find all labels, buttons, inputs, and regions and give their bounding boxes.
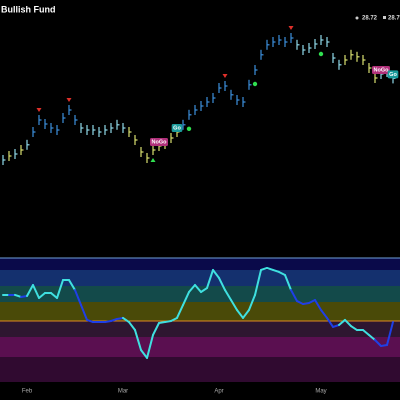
oscillator-segment — [308, 299, 316, 305]
oscillator-segment — [374, 339, 382, 347]
oscillator-segment — [338, 318, 346, 326]
band — [0, 302, 400, 321]
x-tick-label: Feb — [22, 389, 33, 395]
oscillator-segment — [80, 304, 88, 321]
oscillator-segment — [122, 316, 130, 324]
header-value: 28.72 — [362, 16, 378, 22]
oscillator-segment — [212, 268, 220, 279]
band — [0, 270, 400, 286]
annotation: NoGo — [150, 138, 168, 146]
annotation-label: NoGo — [374, 67, 390, 73]
oscillator-segment — [170, 316, 178, 322]
oscillator-segment — [200, 287, 208, 294]
oscillator-segment — [38, 291, 46, 300]
x-tick-label: Mar — [118, 389, 128, 395]
oscillator-segment — [14, 293, 22, 298]
oscillator-segment — [152, 321, 160, 336]
band — [0, 286, 400, 302]
annotation-box — [150, 138, 168, 146]
oscillator-segment — [230, 299, 238, 311]
oscillator-segment — [278, 270, 286, 277]
oscillator-segment — [140, 348, 148, 359]
go-dot — [318, 51, 324, 57]
oscillator-bands — [0, 258, 400, 382]
oscillator-segment — [284, 274, 292, 292]
up-triangle — [150, 158, 156, 162]
oscillator-segment — [206, 268, 214, 290]
oscillator-segment — [326, 316, 334, 328]
oscillator-segment — [242, 308, 250, 319]
oscillator-segment — [254, 268, 262, 296]
oscillator-segment — [332, 323, 340, 328]
oscillator-segment — [272, 268, 280, 273]
oscillator-segment — [20, 295, 28, 298]
oscillator-segment — [290, 289, 298, 303]
x-tick-label: Apr — [214, 389, 223, 395]
annotation-box — [372, 66, 390, 74]
band — [0, 321, 400, 337]
oscillator-segment — [26, 283, 34, 298]
oscillator-segment — [182, 291, 190, 307]
oscillator-segment — [350, 325, 358, 332]
oscillator-segment — [368, 333, 376, 342]
oscillator-segment — [158, 321, 166, 324]
oscillator-segment — [266, 266, 274, 271]
oscillator-segment — [260, 266, 268, 271]
oscillator-segment — [176, 304, 184, 319]
oscillator-segment — [236, 308, 244, 319]
oscillator-segment — [50, 291, 58, 300]
header-value: 28.79 — [388, 16, 400, 22]
oscillator-segment — [296, 300, 304, 305]
oscillator-segment — [362, 329, 370, 336]
annotation-label: NoGo — [152, 139, 168, 145]
oscillator-segment — [302, 302, 310, 305]
oscillator-segment — [314, 299, 322, 311]
header-icon — [383, 16, 386, 19]
oscillator-segment — [380, 344, 388, 347]
oscillator-segment — [32, 283, 40, 300]
annotation: Go — [171, 124, 183, 132]
go-dot — [186, 126, 192, 131]
x-tick-label: May — [315, 389, 326, 395]
header-icon — [355, 16, 359, 20]
down-triangle — [66, 98, 72, 102]
oscillator-segment — [320, 308, 328, 319]
annotation-box — [387, 70, 399, 79]
oscillator-segment — [194, 283, 202, 294]
down-triangle — [36, 108, 42, 112]
down-triangle — [222, 74, 228, 78]
band — [0, 337, 400, 357]
band — [0, 357, 400, 382]
annotation: Go — [387, 70, 399, 79]
oscillator-segment — [344, 318, 352, 328]
oscillator-segment — [224, 289, 232, 301]
down-triangle — [288, 26, 294, 30]
oscillator-segment — [68, 279, 76, 292]
oscillator-segment — [146, 333, 154, 359]
oscillator-segment — [218, 276, 226, 292]
chart-title: Bullish Fund — [1, 4, 56, 14]
annotation-label: Go — [173, 125, 181, 131]
annotation-label: Go — [389, 72, 397, 78]
oscillator-segment — [110, 318, 118, 322]
oscillator-segment — [134, 329, 142, 351]
oscillator-segment — [188, 283, 196, 294]
oscillator-segment — [248, 293, 256, 311]
go-dot — [252, 81, 258, 87]
annotation: NoGo — [372, 66, 390, 74]
band — [0, 258, 400, 270]
oscillator-segment — [74, 289, 82, 307]
oscillator-segment — [56, 279, 64, 300]
oscillator-segment — [86, 318, 94, 324]
oscillator-segment — [104, 320, 112, 324]
oscillator-segment — [386, 321, 394, 347]
oscillator-segment — [164, 320, 172, 324]
oscillator-segment — [128, 321, 136, 332]
annotation-box — [171, 124, 183, 132]
oscillator-segment — [116, 316, 124, 321]
